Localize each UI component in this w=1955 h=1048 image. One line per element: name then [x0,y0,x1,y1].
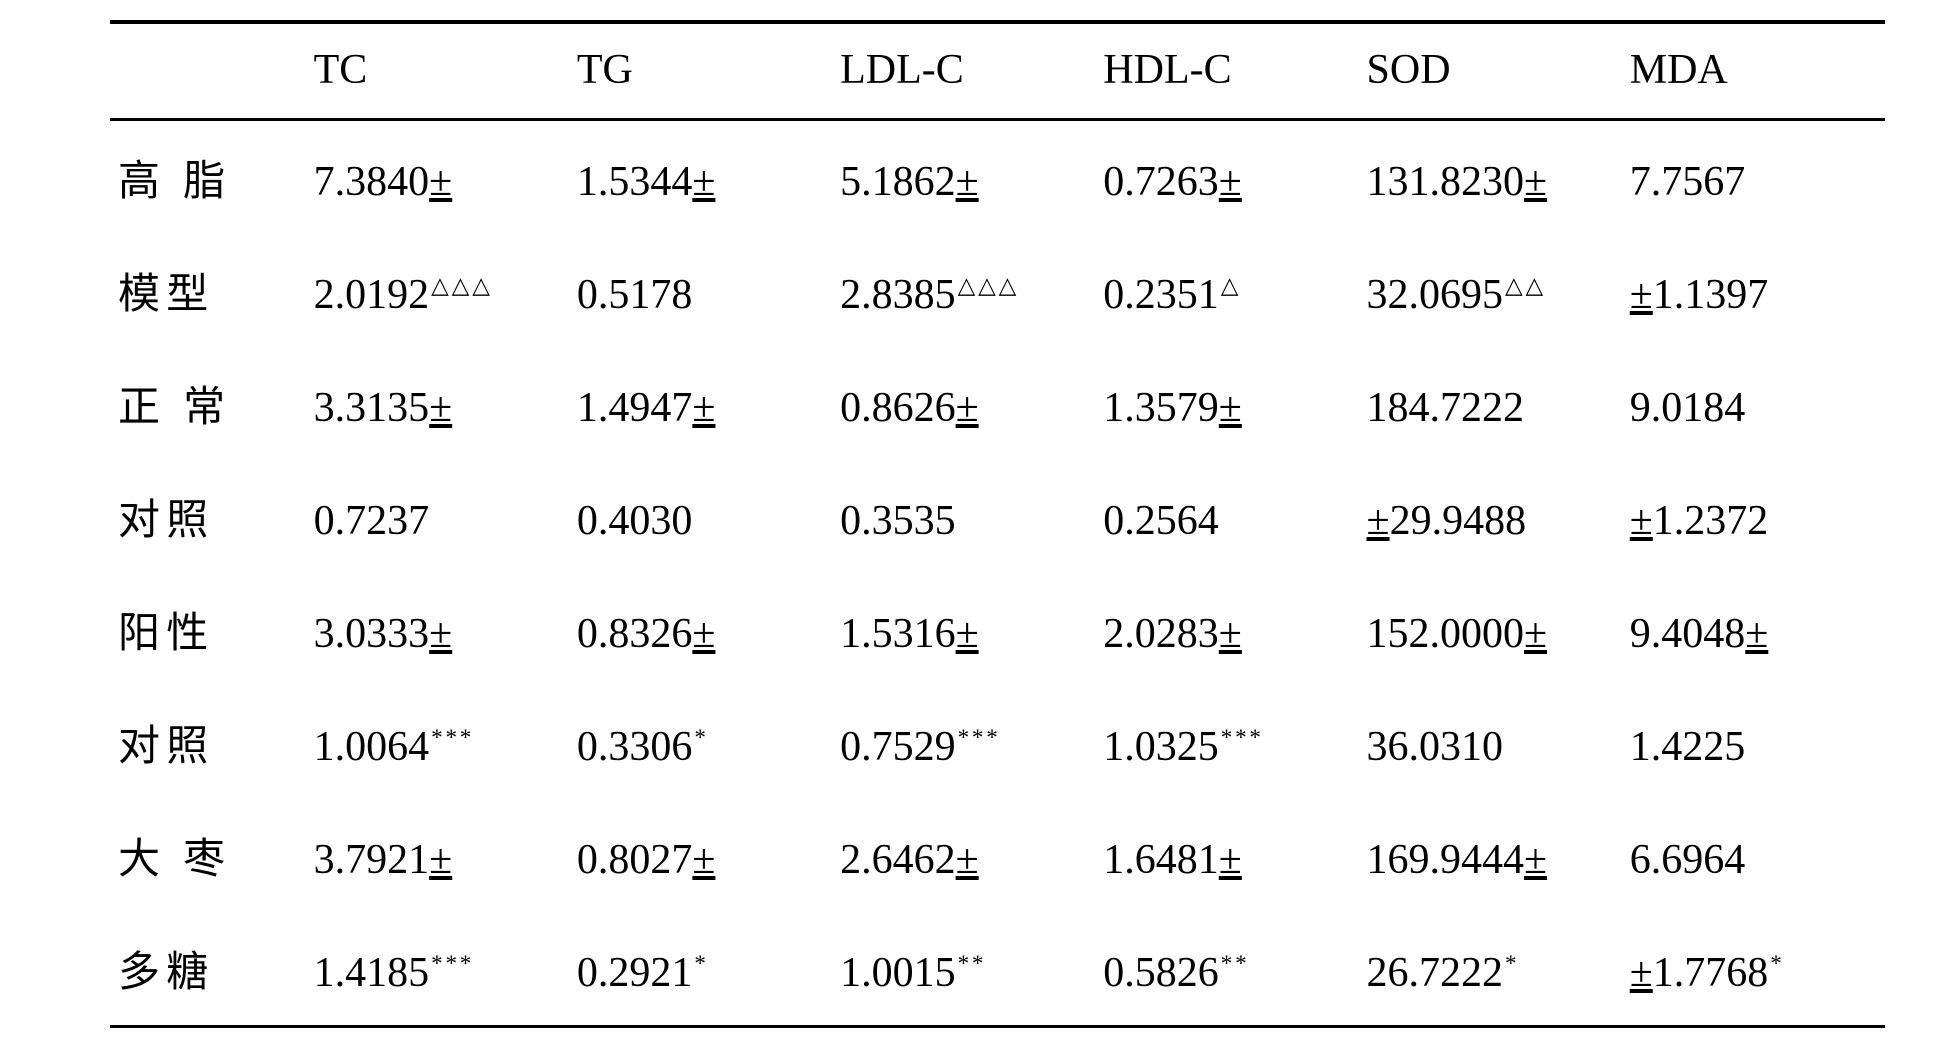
row-label: 对照 [110,460,306,573]
table-cell: 1.0064*** [306,686,569,799]
table-cell: 9.0184 [1622,347,1885,460]
row-label: 高 脂 [110,120,306,235]
header-tg: TG [569,22,832,120]
table-cell: 2.0192△△△ [306,234,569,347]
table-cell: 1.5344± [569,120,832,235]
table-body: 高 脂7.3840±1.5344±5.1862±0.7263±131.8230±… [110,120,1885,1027]
table-cell: 184.7222 [1359,347,1622,460]
table-cell: 0.8326± [569,573,832,686]
table-row: 多糖1.4185***0.2921*1.0015**0.5826**26.722… [110,912,1885,1027]
table-cell: 7.7567 [1622,120,1885,235]
table-cell: 5.1862± [832,120,1095,235]
table-cell: 1.6481± [1095,799,1358,912]
table-cell: 2.8385△△△ [832,234,1095,347]
table-cell: 0.2564 [1095,460,1358,573]
table-cell: 9.4048± [1622,573,1885,686]
table-cell: 0.2351△ [1095,234,1358,347]
table-cell: 36.0310 [1359,686,1622,799]
table-cell: 3.7921± [306,799,569,912]
row-label: 对照 [110,686,306,799]
table-cell: ±29.9488 [1359,460,1622,573]
table-cell: 0.2921* [569,912,832,1027]
table-cell: 2.0283± [1095,573,1358,686]
header-mda: MDA [1622,22,1885,120]
table-row: 模型2.0192△△△0.51782.8385△△△0.2351△32.0695… [110,234,1885,347]
table-cell: 1.4185*** [306,912,569,1027]
table-cell: 0.8626± [832,347,1095,460]
table-cell: 0.4030 [569,460,832,573]
header-hdl-c: HDL-C [1095,22,1358,120]
table-cell: 7.3840± [306,120,569,235]
row-label: 阳性 [110,573,306,686]
table-cell: 0.8027± [569,799,832,912]
table-row: 大 枣3.7921±0.8027±2.6462±1.6481±169.9444±… [110,799,1885,912]
table-cell: 0.7237 [306,460,569,573]
header-tc: TC [306,22,569,120]
table-head: TC TG LDL-C HDL-C SOD MDA [110,22,1885,120]
header-blank [110,22,306,120]
data-table-container: TC TG LDL-C HDL-C SOD MDA 高 脂7.3840±1.53… [0,0,1955,1048]
table-cell: 131.8230± [1359,120,1622,235]
table-row: 正 常3.3135±1.4947±0.8626±1.3579±184.72229… [110,347,1885,460]
row-label: 正 常 [110,347,306,460]
row-label: 多糖 [110,912,306,1027]
table-cell: 1.4947± [569,347,832,460]
table-cell: 0.5826** [1095,912,1358,1027]
table-cell: 1.0325*** [1095,686,1358,799]
header-ldl-c: LDL-C [832,22,1095,120]
table-cell: ±1.1397 [1622,234,1885,347]
table-row: 高 脂7.3840±1.5344±5.1862±0.7263±131.8230±… [110,120,1885,235]
table-cell: 1.4225 [1622,686,1885,799]
table-cell: 152.0000± [1359,573,1622,686]
table-cell: 2.6462± [832,799,1095,912]
table-cell: 0.5178 [569,234,832,347]
table-cell: 169.9444± [1359,799,1622,912]
table-cell: 1.0015** [832,912,1095,1027]
table-cell: 1.5316± [832,573,1095,686]
table-row: 阳性3.0333±0.8326±1.5316±2.0283±152.0000±9… [110,573,1885,686]
table-cell: 0.7529*** [832,686,1095,799]
table-row: 对照0.72370.40300.35350.2564±29.9488±1.237… [110,460,1885,573]
table-cell: ±1.2372 [1622,460,1885,573]
header-sod: SOD [1359,22,1622,120]
header-row: TC TG LDL-C HDL-C SOD MDA [110,22,1885,120]
table-cell: 32.0695△△ [1359,234,1622,347]
table-cell: 6.6964 [1622,799,1885,912]
row-label: 大 枣 [110,799,306,912]
table-cell: 3.0333± [306,573,569,686]
row-label: 模型 [110,234,306,347]
table-cell: 0.7263± [1095,120,1358,235]
table-cell: 1.3579± [1095,347,1358,460]
table-cell: 0.3535 [832,460,1095,573]
table-cell: 26.7222* [1359,912,1622,1027]
data-table: TC TG LDL-C HDL-C SOD MDA 高 脂7.3840±1.53… [110,20,1885,1028]
table-row: 对照1.0064***0.3306*0.7529***1.0325***36.0… [110,686,1885,799]
table-cell: 3.3135± [306,347,569,460]
table-cell: 0.3306* [569,686,832,799]
table-cell: ±1.7768* [1622,912,1885,1027]
